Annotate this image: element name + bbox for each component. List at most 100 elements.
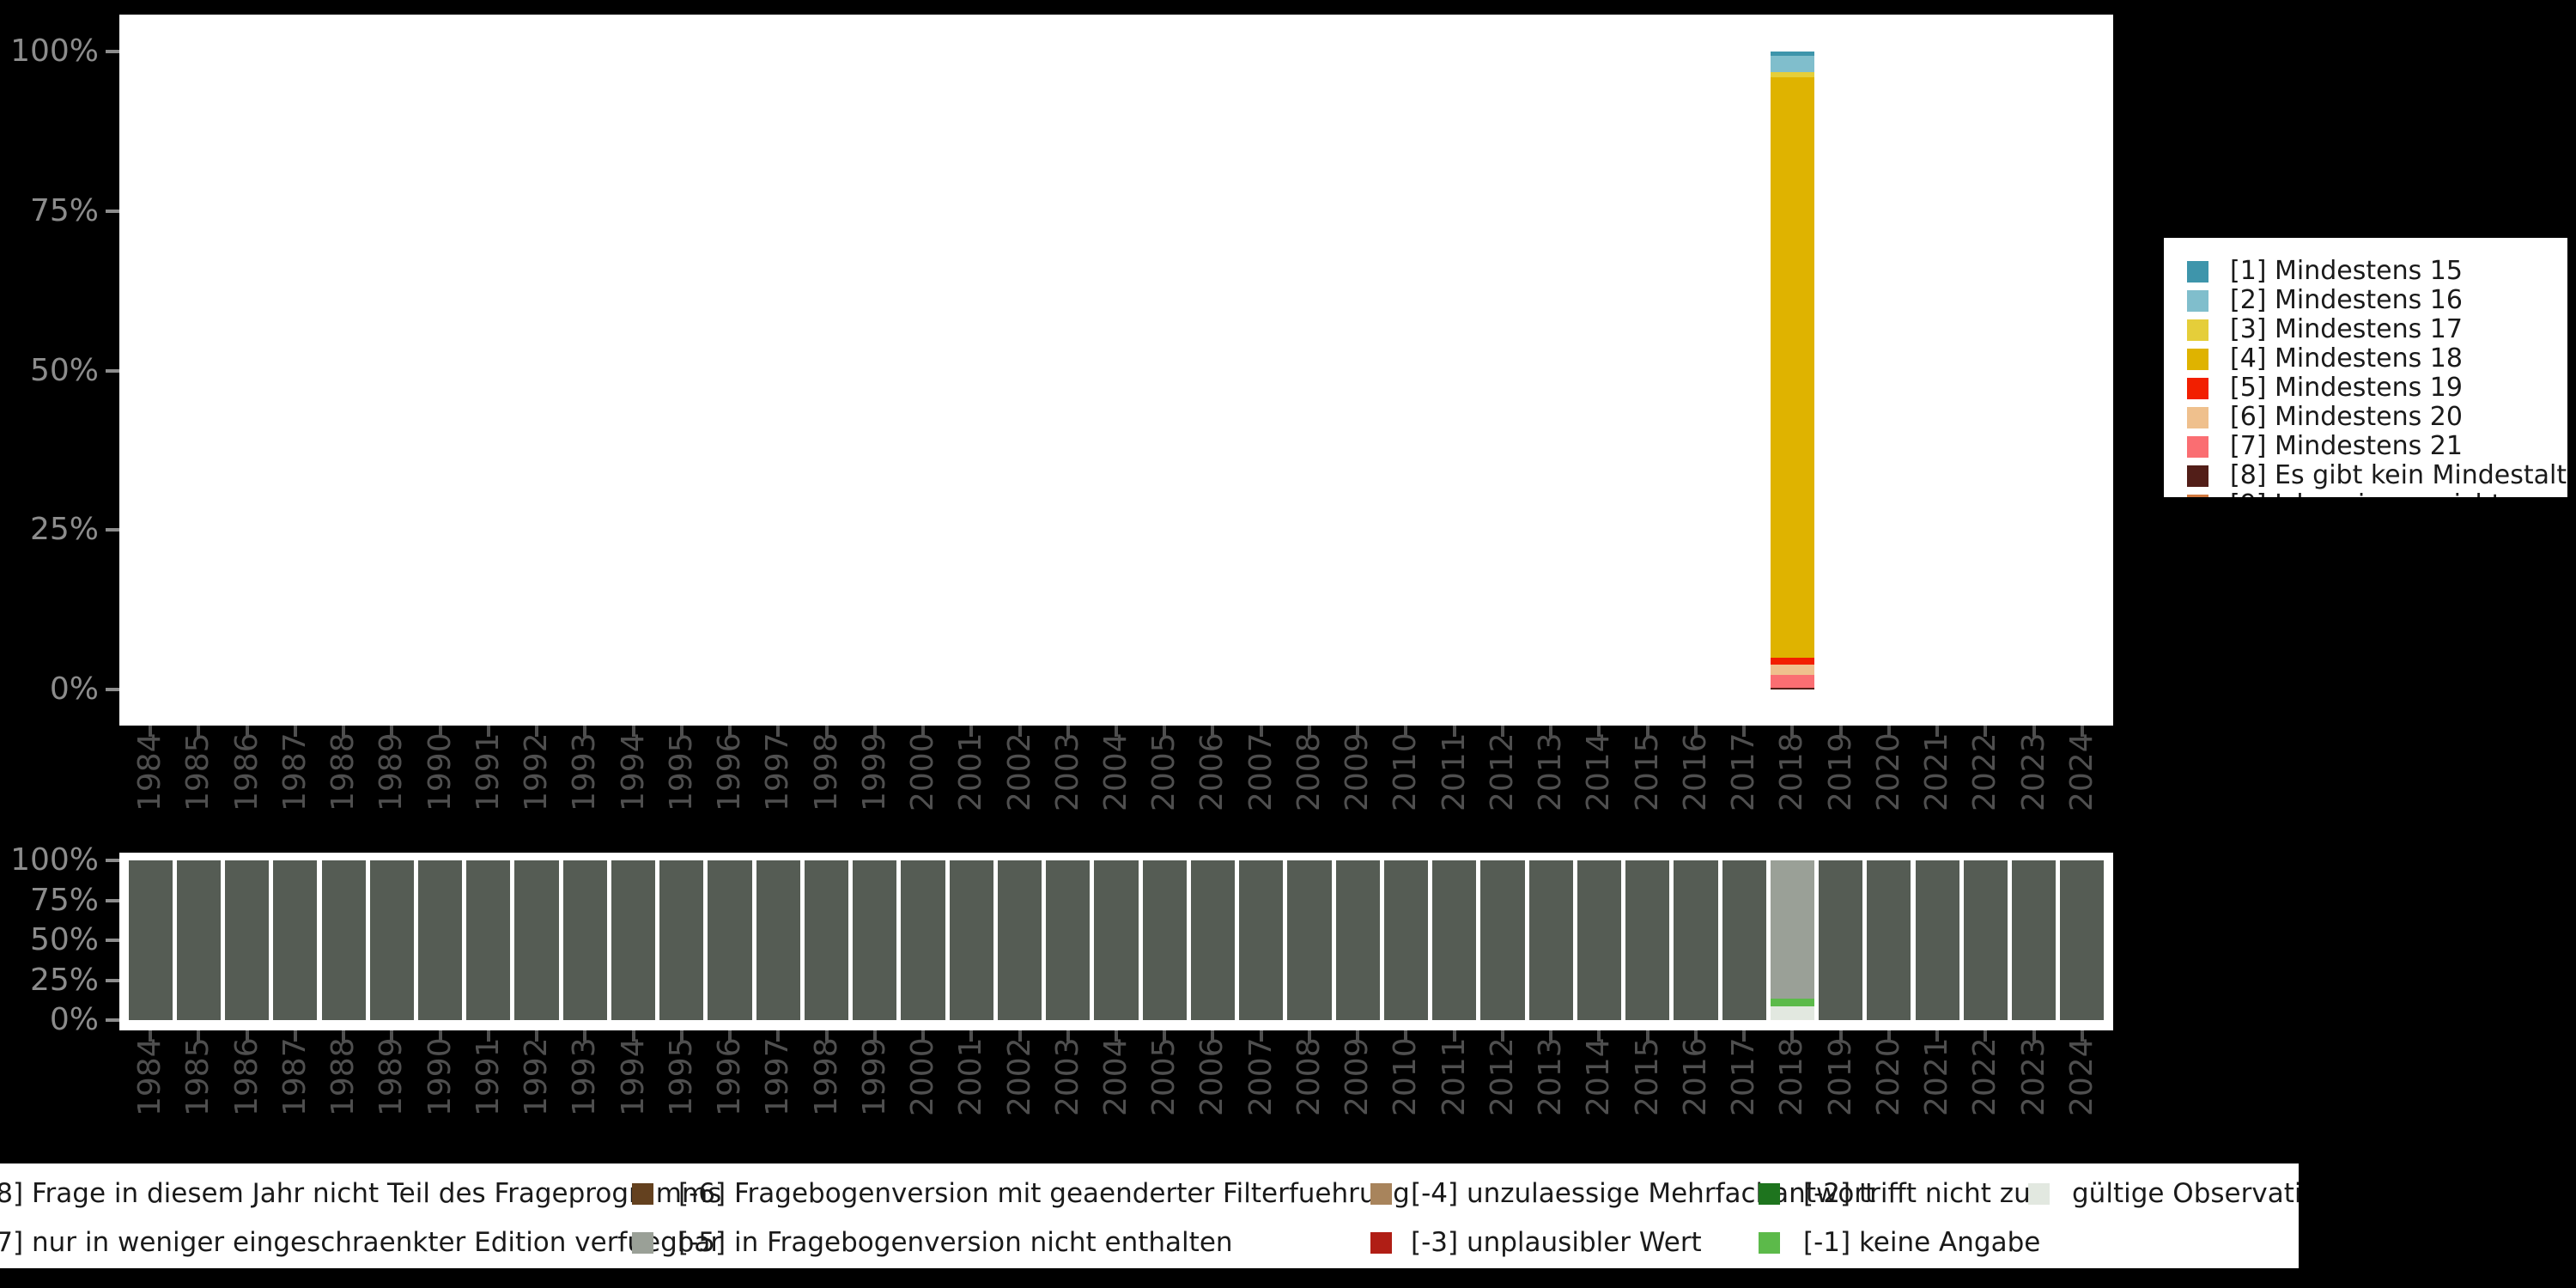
bar-1988 — [321, 860, 366, 1020]
bar-1987 — [273, 860, 318, 1020]
bar-segment — [2060, 860, 2105, 1020]
x-label-2010: 2010 — [1388, 1037, 1424, 1116]
bar-segment — [1770, 665, 1814, 675]
y-label: 75% — [29, 192, 99, 228]
x-tick-2010 — [1404, 726, 1408, 737]
bar-segment — [1722, 860, 1766, 1020]
x-label-2018: 2018 — [1774, 1037, 1810, 1116]
x-tick-1993 — [583, 1030, 587, 1042]
x-tick-1992 — [535, 1030, 539, 1042]
x-label-2000: 2000 — [905, 732, 941, 811]
bar-1991 — [466, 860, 511, 1020]
legend-item: [2] Mindestens 16 — [2187, 288, 2567, 313]
y-label: 100% — [10, 33, 99, 69]
bar-1998 — [804, 860, 849, 1020]
x-label-2001: 2001 — [953, 1037, 989, 1116]
legend-swatch — [1759, 1183, 1780, 1205]
bar-2017 — [1722, 860, 1766, 1020]
x-tick-1993 — [583, 726, 587, 737]
x-label-1995: 1995 — [663, 1037, 699, 1116]
legend-label: [4] Mindestens 18 — [2230, 343, 2463, 374]
bar-segment — [901, 860, 945, 1020]
legend-label: [-3] unplausibler Wert — [1411, 1227, 1702, 1258]
bar-segment — [756, 860, 800, 1020]
y-label: 75% — [29, 882, 99, 918]
x-tick-2006 — [1211, 726, 1215, 737]
x-tick-2016 — [1693, 726, 1698, 737]
x-label-2015: 2015 — [1629, 1037, 1665, 1116]
x-label-2022: 2022 — [1967, 1037, 2003, 1116]
bar-segment — [466, 860, 511, 1020]
bar-segment — [1142, 860, 1187, 1020]
legend-item: [5] Mindestens 19 — [2187, 375, 2567, 401]
x-tick-2024 — [2080, 726, 2084, 737]
x-label-1992: 1992 — [519, 1037, 555, 1116]
y-label: 25% — [29, 962, 99, 998]
x-tick-1988 — [342, 726, 346, 737]
values-legend: [1] Mindestens 15 [2] Mindestens 16 [3] Mi… — [2164, 238, 2567, 497]
bar-2018 — [1770, 52, 1814, 690]
x-tick-1991 — [486, 726, 490, 737]
y-tick — [106, 50, 119, 53]
x-tick-2013 — [1549, 726, 1553, 737]
x-tick-2022 — [1984, 726, 1988, 737]
x-label-2018: 2018 — [1774, 732, 1810, 811]
x-label-2003: 2003 — [1049, 732, 1085, 811]
x-tick-1989 — [390, 726, 394, 737]
x-tick-1997 — [776, 1030, 781, 1042]
bar-1990 — [417, 860, 463, 1020]
x-tick-2013 — [1549, 1030, 1553, 1042]
legend-swatch — [2187, 348, 2208, 370]
bar-segment — [1770, 860, 1814, 999]
bar-segment — [2012, 860, 2057, 1020]
x-tick-1991 — [486, 1030, 490, 1042]
bar-2000 — [901, 860, 945, 1020]
x-label-1989: 1989 — [374, 732, 410, 811]
x-tick-2009 — [1356, 726, 1360, 737]
x-tick-2011 — [1452, 1030, 1456, 1042]
bar-2019 — [1819, 860, 1863, 1020]
x-label-2010: 2010 — [1388, 732, 1424, 811]
x-tick-2003 — [1066, 726, 1070, 737]
bar-1996 — [708, 860, 752, 1020]
x-label-2005: 2005 — [1146, 732, 1182, 811]
x-label-1991: 1991 — [470, 732, 506, 811]
bar-2021 — [1915, 860, 1959, 1020]
x-tick-2006 — [1211, 1030, 1215, 1042]
bar-2006 — [1190, 860, 1236, 1020]
y-tick — [106, 688, 119, 691]
x-label-2001: 2001 — [953, 732, 989, 811]
legend-swatch — [632, 1232, 653, 1254]
bar-segment — [1432, 860, 1477, 1020]
bar-segment — [369, 860, 414, 1020]
legend-swatch — [1370, 1232, 1392, 1254]
legend-swatch — [2187, 465, 2208, 487]
x-tick-2017 — [1742, 1030, 1747, 1042]
x-tick-2012 — [1500, 726, 1504, 737]
bar-segment — [176, 860, 221, 1020]
bar-segment — [1819, 860, 1863, 1020]
bar-segment — [1674, 860, 1718, 1020]
legend-label: [-1] keine Angabe — [1803, 1227, 2041, 1258]
bar-2014 — [1577, 860, 1622, 1020]
x-label-1994: 1994 — [615, 1037, 651, 1116]
legend-swatch — [2187, 377, 2208, 399]
legend-swatch — [1759, 1232, 1780, 1254]
x-tick-2022 — [1984, 1030, 1988, 1042]
x-label-1990: 1990 — [422, 1037, 458, 1116]
bar-2009 — [1335, 860, 1380, 1020]
x-tick-2024 — [2080, 1030, 2084, 1042]
x-label-1985: 1985 — [180, 1037, 216, 1116]
x-tick-2016 — [1693, 1030, 1698, 1042]
x-label-1998: 1998 — [808, 1037, 844, 1116]
x-label-1988: 1988 — [325, 1037, 361, 1116]
x-tick-2007 — [1259, 1030, 1263, 1042]
x-label-2016: 2016 — [1677, 1037, 1713, 1116]
bar-segment — [804, 860, 849, 1020]
x-tick-1984 — [149, 1030, 153, 1042]
bar-2024 — [2060, 860, 2105, 1020]
x-tick-1988 — [342, 1030, 346, 1042]
x-tick-2000 — [921, 726, 926, 737]
x-label-1999: 1999 — [856, 1037, 892, 1116]
